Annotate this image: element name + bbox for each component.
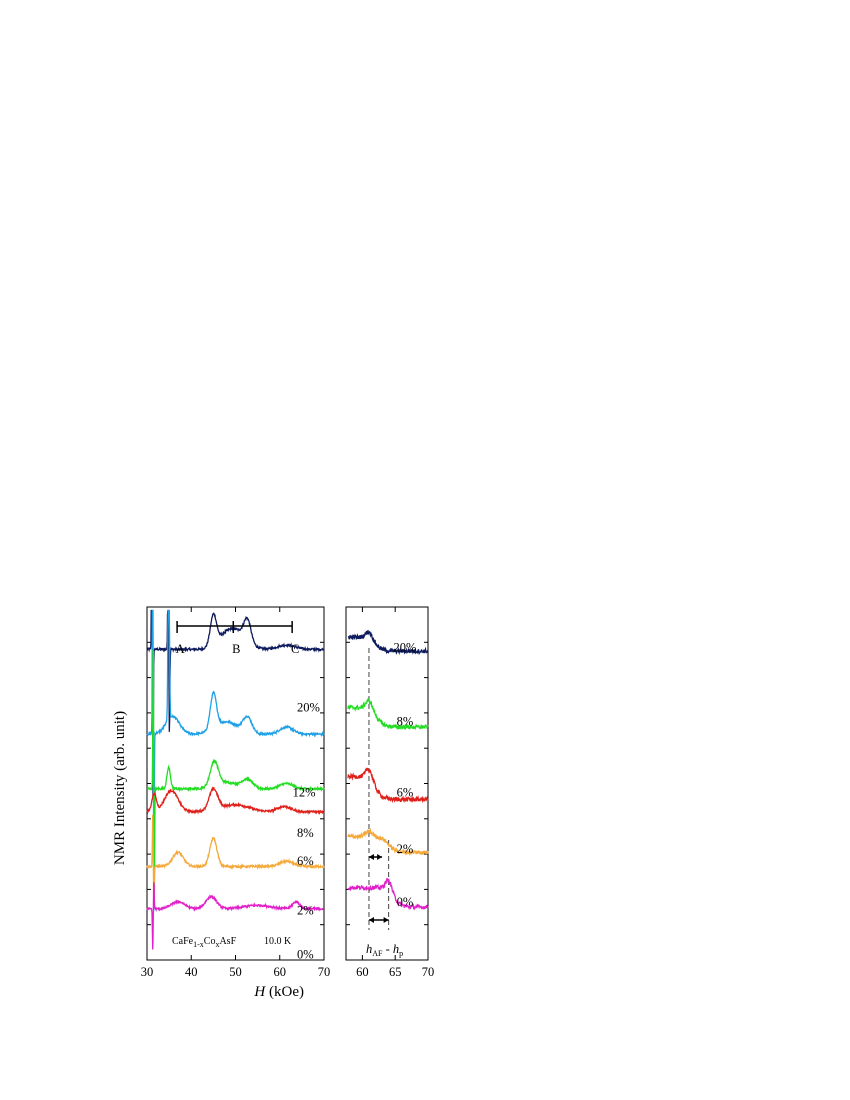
left-curve-20pct — [146, 609, 325, 800]
left-series-label: 20% — [297, 701, 320, 715]
right-dashed-lines — [368, 648, 390, 930]
left-curve-0pct — [146, 882, 325, 950]
left-series-labels: 20% 12% 8% 6% 2% 0% — [293, 701, 320, 962]
left-curves — [146, 609, 325, 950]
site-marker-label: A — [176, 642, 185, 656]
right-series-labels: 20% 8% 6% 2% 0% — [394, 641, 417, 909]
left-curve-6pct — [146, 786, 325, 816]
right-curve-2pct — [347, 827, 429, 856]
left-series-label: 0% — [297, 948, 314, 962]
right-curve-20pct — [347, 630, 429, 656]
y-axis-label: NMR Intensity (arb. unit) — [112, 711, 128, 865]
hyperfine-difference-arrows — [368, 854, 389, 923]
left-series-label: 2% — [297, 904, 314, 918]
left-x-tick-label: 60 — [274, 965, 287, 979]
left-y-ticks — [147, 641, 324, 926]
left-series-label: 8% — [297, 826, 314, 840]
left-series-label: 12% — [293, 785, 316, 799]
site-marker-bar: A B C — [176, 621, 299, 656]
right-curve-0pct — [347, 877, 429, 911]
right-series-label: 0% — [397, 895, 414, 909]
left-panel: 30 40 50 60 70 20% 12% 8% 6% 2% 0% A B C NMR Intens… — [112, 606, 331, 1000]
right-x-ticks: 60 65 70 — [356, 607, 434, 979]
right-curve-6pct — [347, 767, 429, 804]
left-x-ticks: 30 40 50 60 70 — [141, 607, 331, 979]
left-curve-12pct — [146, 609, 325, 912]
right-series-label: 2% — [397, 842, 414, 856]
compound-formula: CaFe1-xCoxAsF — [172, 936, 237, 949]
left-curve-2pct — [146, 814, 325, 901]
temperature-label: 10.0 K — [264, 936, 292, 947]
right-series-label: 8% — [397, 715, 414, 729]
right-x-tick-label: 65 — [389, 965, 402, 979]
arrow-2pct-head-left — [368, 854, 374, 860]
left-x-tick-label: 40 — [185, 965, 198, 979]
left-curve-8pct — [146, 649, 325, 892]
arrow-2pct-head-right — [377, 854, 383, 860]
right-curves — [347, 630, 429, 911]
left-x-tick-label: 50 — [229, 965, 242, 979]
arrow-0pct-head-left — [368, 917, 374, 923]
right-series-label: 6% — [397, 785, 414, 799]
right-panel: 60 65 70 20% 8% 6% 2% 0% hAF - hp — [345, 606, 434, 979]
site-marker-label: C — [291, 642, 299, 656]
left-series-label: 6% — [297, 854, 314, 868]
x-axis-label: H (kOe) — [253, 984, 304, 1000]
right-x-tick-label: 70 — [422, 965, 435, 979]
right-y-ticks — [346, 641, 428, 926]
right-curve-8pct — [347, 698, 429, 731]
site-marker-label: B — [232, 642, 240, 656]
right-x-tick-label: 60 — [356, 965, 369, 979]
left-x-tick-label: 30 — [141, 965, 154, 979]
arrow-0pct-head-right — [383, 917, 389, 923]
left-x-tick-label: 70 — [318, 965, 331, 979]
right-series-label: 20% — [394, 641, 417, 655]
hyperfine-difference-label: hAF - hp — [366, 942, 403, 958]
